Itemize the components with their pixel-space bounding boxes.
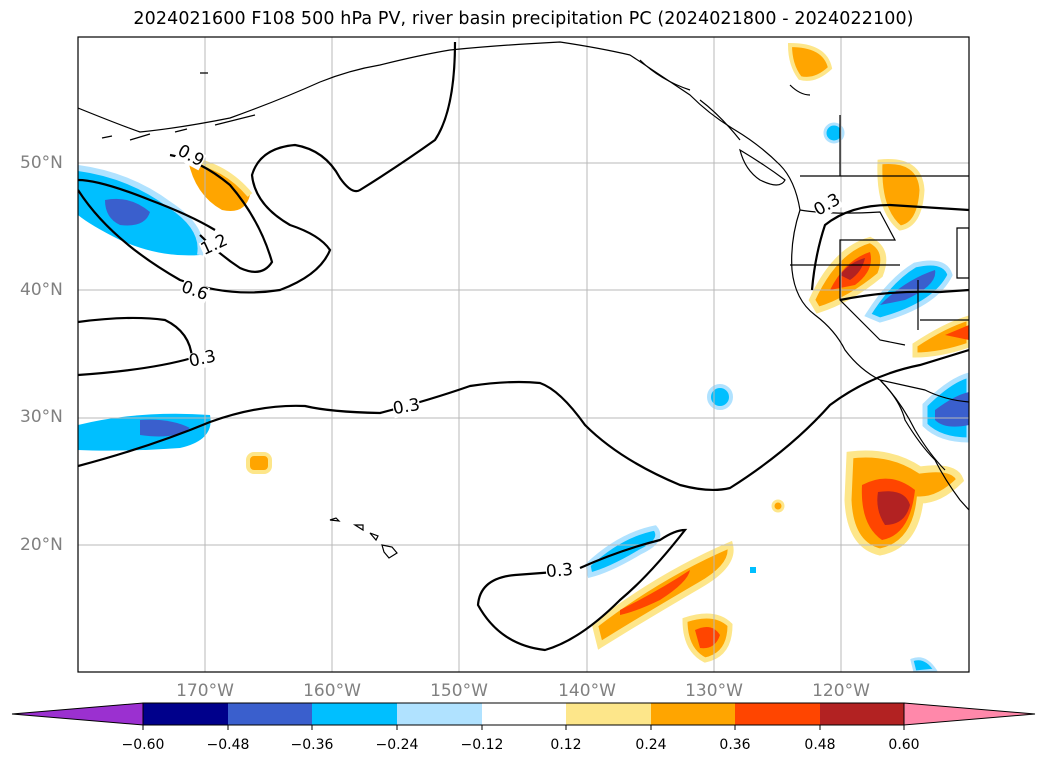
colorbar-tick-label: −0.12 xyxy=(460,737,504,753)
colorbar-bin xyxy=(735,703,820,725)
colorbar-tick-label: −0.36 xyxy=(290,737,334,753)
colorbar-bin xyxy=(312,703,397,725)
alaska-coast xyxy=(78,41,801,211)
pv-contour-0.3-upper xyxy=(78,316,194,377)
negative-precip-core xyxy=(105,198,150,226)
positive-precip-area xyxy=(787,42,833,81)
contour-label: 0.3 xyxy=(391,394,422,420)
colorbar-tick-label: 0.48 xyxy=(804,737,836,753)
pv-contour-0.3-tail xyxy=(476,528,688,652)
colorbar-bin xyxy=(820,703,904,725)
colorbar-tick-label: 0.12 xyxy=(550,737,582,753)
longitude-label: 170°W xyxy=(176,681,234,701)
colorbar-bin xyxy=(482,703,566,725)
contour-label: 0.3 xyxy=(545,559,574,583)
map-title: 2024021600 F108 500 hPa PV, river basin … xyxy=(133,9,914,29)
longitude-label: 140°W xyxy=(558,681,616,701)
longitude-label: 150°W xyxy=(430,681,488,701)
longitude-label: 130°W xyxy=(685,681,743,701)
colorbar-tick-label: −0.24 xyxy=(375,737,419,753)
alaska-panhandle xyxy=(639,59,811,141)
latitude-label: 30°N xyxy=(20,407,63,427)
colorbar-extend-high xyxy=(903,702,1036,726)
longitude-label: 120°W xyxy=(812,681,870,701)
pv-contour-0.6 xyxy=(78,41,457,294)
colorbar-tick-label: 0.24 xyxy=(635,737,667,753)
positive-precip-area xyxy=(246,452,272,474)
latitude-label: 20°N xyxy=(20,535,63,555)
longitude-label: 160°W xyxy=(303,681,361,701)
pv-contour-0.3-east xyxy=(839,288,969,302)
positive-precip-area xyxy=(912,315,969,358)
vancouver-island xyxy=(739,148,786,186)
colorbar xyxy=(11,702,1036,730)
colorbar-bin xyxy=(651,703,735,725)
colorbar-bin xyxy=(228,703,312,725)
colorbar-bin xyxy=(566,703,651,725)
positive-precip-area xyxy=(877,159,925,231)
pv-contour-0.3-northeast xyxy=(810,203,969,291)
latitude-label: 40°N xyxy=(20,280,63,300)
great-salt-lake xyxy=(956,227,969,279)
baja-california xyxy=(879,379,946,471)
positive-precip-area xyxy=(188,160,250,211)
us-mexico-border xyxy=(879,379,969,403)
pv-contour-0.3-main xyxy=(78,348,969,492)
state-borders xyxy=(790,115,969,346)
negative-precip-area xyxy=(823,122,845,144)
hawaii xyxy=(329,517,398,559)
colorbar-tick-label: −0.48 xyxy=(206,737,250,753)
coastlines xyxy=(78,41,969,559)
north-america-coast xyxy=(791,209,969,511)
small-islands xyxy=(101,72,256,141)
pv-contours xyxy=(78,41,969,652)
latitude-label: 50°N xyxy=(20,153,63,173)
map-frame xyxy=(77,36,970,673)
negative-precip-area xyxy=(707,384,733,410)
colorbar-bin xyxy=(143,703,228,725)
pv-contour-1.2 xyxy=(169,153,274,273)
pv-contour-0.9 xyxy=(78,178,216,231)
colorbar-tick-label: 0.60 xyxy=(888,737,920,753)
colorbar-tick-label: 0.36 xyxy=(719,737,751,753)
colorbar-extend-low xyxy=(11,702,144,726)
colorbar-tick-label: −0.60 xyxy=(121,737,165,753)
colorbar-bin xyxy=(397,703,482,725)
